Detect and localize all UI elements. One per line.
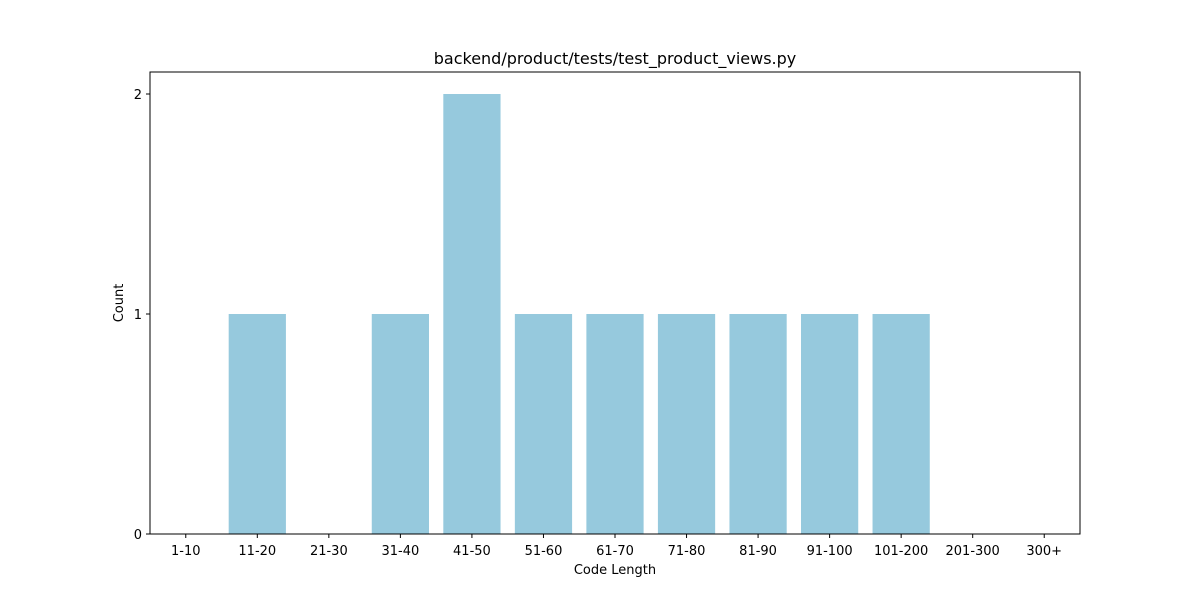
bar-61-70 [586,314,644,534]
x-tick-label: 101-200 [874,544,928,559]
x-tick-label: 31-40 [381,544,419,559]
bar-51-60 [514,314,573,534]
x-tick-label: 91-100 [807,544,853,559]
bars-group [228,94,930,534]
x-tick-label: 300+ [1026,544,1062,559]
bar-81-90 [729,314,787,534]
bar-71-80 [657,314,716,534]
y-axis-ticks: 0 1 2 [134,88,150,543]
x-axis-title: Code Length [574,563,656,578]
x-tick-label: 11-20 [238,544,276,559]
bar-31-40 [371,314,429,534]
bar-101-200 [872,314,930,534]
x-tick-label: 201-300 [946,544,1000,559]
x-tick-label: 51-60 [525,544,563,559]
x-tick-label: 1-10 [171,544,201,559]
x-tick-label: 61-70 [596,544,634,559]
x-tick-label: 41-50 [453,544,491,559]
x-tick-label: 81-90 [739,544,777,559]
y-tick-label: 1 [134,308,142,323]
y-axis-title: Count [112,284,127,323]
chart-title: backend/product/tests/test_product_views… [434,49,797,69]
x-axis-ticks: 1-10 11-20 21-30 31-40 41-50 51-60 61-70 71-80 8… [171,534,1062,559]
y-tick-label: 2 [134,88,142,103]
bar-41-50 [443,94,501,534]
bar-91-100 [801,314,859,534]
x-tick-label: 71-80 [668,544,706,559]
x-tick-label: 21-30 [310,544,348,559]
bar-11-20 [228,314,286,534]
plot-frame [149,71,1081,535]
y-tick-label: 0 [134,528,142,543]
